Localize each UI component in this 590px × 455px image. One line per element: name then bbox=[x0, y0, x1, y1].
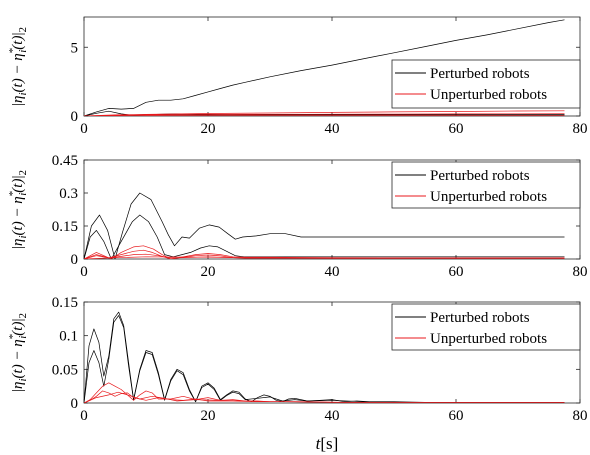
y-tick-label: 0.3 bbox=[59, 186, 78, 202]
x-tick-label: 20 bbox=[201, 408, 216, 424]
y-axis-label: |ηi(t) − η*i(t)|2 bbox=[7, 27, 29, 106]
x-tick-label: 80 bbox=[573, 408, 588, 424]
x-tick-label: 20 bbox=[201, 264, 216, 280]
legend-box bbox=[391, 161, 581, 209]
legend-label: Unperturbed robots bbox=[430, 331, 547, 347]
unperturbed-series-line bbox=[84, 113, 565, 116]
y-tick-label: 0.45 bbox=[52, 153, 78, 169]
legend-label: Unperturbed robots bbox=[430, 87, 547, 103]
y-tick-label: 0.1 bbox=[59, 329, 78, 345]
y-tick-label: 0 bbox=[71, 109, 79, 125]
legend: Perturbed robots Unperturbed robots bbox=[391, 303, 581, 351]
series-group bbox=[84, 192, 565, 259]
x-tick-label: 20 bbox=[201, 121, 216, 137]
x-tick-label: 60 bbox=[449, 264, 464, 280]
legend-label: Perturbed robots bbox=[430, 66, 530, 82]
unperturbed-series-line bbox=[84, 110, 565, 116]
legend-label: Unperturbed robots bbox=[430, 189, 547, 205]
y-tick-label: 5 bbox=[71, 40, 79, 56]
legend: Perturbed robots Unperturbed robots bbox=[391, 161, 581, 209]
perturbed-series-line bbox=[84, 192, 565, 259]
series-group bbox=[84, 311, 565, 403]
unperturbed-series-line bbox=[84, 391, 565, 403]
unperturbed-series-line bbox=[84, 114, 565, 116]
y-tick-label: 0.15 bbox=[52, 295, 78, 311]
unperturbed-series-line bbox=[84, 256, 565, 259]
legend: Perturbed robots Unperturbed robots bbox=[391, 59, 581, 109]
series-group bbox=[84, 19, 565, 116]
y-tick-label: 0 bbox=[71, 396, 79, 412]
chart-panel-middle: 0 20 40 60 80 0 0.15 0.3 0.45 |ηi(t) − η*i(t)|2 Pe… bbox=[7, 153, 588, 280]
x-tick-label: 40 bbox=[325, 264, 340, 280]
legend-box bbox=[391, 303, 581, 351]
legend-box bbox=[391, 59, 581, 109]
chart-panel-top: 0 20 40 60 80 0 5 |ηi(t) − η*i(t)|2 Perturbed ro… bbox=[7, 16, 588, 137]
x-tick-label: 80 bbox=[573, 264, 588, 280]
x-tick-label: 60 bbox=[449, 408, 464, 424]
perturbed-series-line bbox=[84, 315, 565, 403]
x-tick-label: 80 bbox=[573, 121, 588, 137]
x-tick-label: 40 bbox=[325, 408, 340, 424]
y-tick-label: 0.05 bbox=[52, 362, 78, 378]
legend-label: Perturbed robots bbox=[430, 168, 530, 184]
x-tick-label: 40 bbox=[325, 121, 340, 137]
y-tick-label: 0.15 bbox=[52, 219, 78, 235]
x-tick-label: 0 bbox=[80, 121, 88, 137]
y-axis-label: |ηi(t) − η*i(t)|2 bbox=[7, 313, 29, 392]
x-tick-label: 60 bbox=[449, 121, 464, 137]
x-tick-label: 0 bbox=[80, 408, 88, 424]
perturbed-series-line bbox=[84, 214, 565, 259]
x-axis-label: t[s] bbox=[316, 434, 339, 453]
legend-label: Perturbed robots bbox=[430, 310, 530, 326]
chart-panel-bottom: 0 20 40 60 80 0 0.05 0.1 0.15 |ηi(t) − η*i(t)|2 Pe… bbox=[7, 295, 588, 424]
y-axis-label: |ηi(t) − η*i(t)|2 bbox=[7, 170, 29, 249]
x-tick-label: 0 bbox=[80, 264, 88, 280]
y-tick-label: 0 bbox=[71, 252, 79, 268]
perturbed-series-line bbox=[84, 19, 565, 116]
